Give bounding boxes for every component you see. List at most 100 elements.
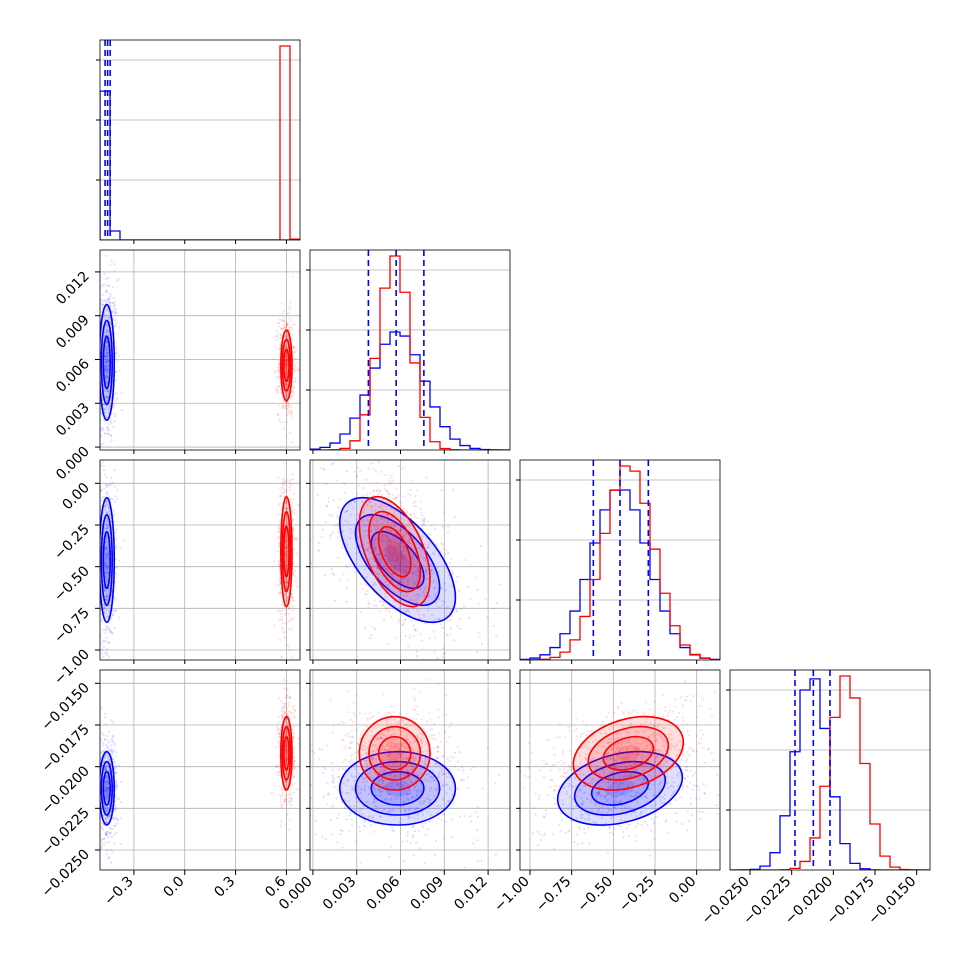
y-tick-label: −0.50 [51,563,93,605]
density-fill [371,771,424,805]
histogram-p0 [96,40,300,240]
gridlines [310,460,510,660]
x-tick-label: 0.012 [451,874,491,914]
density-fill [105,545,109,575]
density-contour [556,750,684,826]
density-contour [100,303,116,422]
scatter-p0-p1 [100,254,300,450]
x-tick-label: 0.00 [666,874,699,907]
panel-frame [519,459,721,661]
x-tick-label: −0.75 [533,874,575,916]
density-fill [605,779,635,797]
density-contour [100,496,116,624]
histogram-step-0 [100,90,300,240]
panel-frame [309,669,511,871]
y-tick-label: −0.25 [51,522,93,564]
density-contour [377,735,412,771]
density-contour [358,715,431,791]
panel-frame [309,249,511,451]
density-fill [103,531,111,589]
density-fill [103,771,111,805]
density-contour [281,510,292,593]
histogram-p2 [516,460,720,660]
density-fill [283,526,289,577]
panel-frame [519,669,721,871]
density-fill [105,349,109,376]
density-contour [100,760,114,816]
histogram-step-1 [520,465,720,660]
gridlines [520,670,720,870]
density-contour [100,750,116,826]
density-contour [338,750,457,826]
y-tick-label: 0.012 [53,268,93,308]
density-contour [280,329,293,402]
y-tick-label: 0.00 [59,480,92,513]
y-tick-label: −1.00 [51,647,93,689]
density-fill [573,716,684,790]
gridlines [310,670,510,870]
scatter-p1-p2 [310,460,502,660]
density-contour [102,770,111,806]
density-fill [615,744,641,762]
histogram-step-1 [100,45,300,240]
density-contour [283,348,290,383]
density-fill [386,744,403,762]
y-tick-label: −0.75 [51,605,93,647]
density-contour [587,725,670,781]
density-contour [338,496,457,624]
histogram-step-1 [310,255,510,450]
density-fill [285,744,288,762]
histogram-p3 [726,670,930,870]
y-tick-label: 0.003 [53,400,93,440]
x-tick-label: −0.25 [616,874,658,916]
x-tick-label: 0.3 [211,874,238,901]
y-tick-label: 0.006 [53,356,93,396]
histogram-p1 [306,250,510,450]
density-fill [603,736,654,770]
density-contour [358,495,431,608]
density-fill [103,336,111,389]
scatter-points-1 [322,461,459,654]
scatter-p0-p3 [100,678,300,864]
gridlines [100,460,300,660]
density-contour [368,510,422,593]
density-fill [384,545,411,575]
density-contour [100,513,114,607]
density-contour [377,525,412,578]
density-contour [102,335,111,390]
density-fill [371,531,424,589]
x-tick-label: 0.003 [320,874,360,914]
density-contour [370,770,425,806]
scatter-p1-p3 [310,678,501,869]
x-tick-label: −0.3 [101,874,136,909]
density-fill [591,771,649,805]
density-contour [281,725,292,781]
density-contour [368,725,422,781]
density-fill [285,357,288,374]
panel-frame [99,459,301,661]
panel-frame [99,669,301,871]
panel-frame [729,669,931,871]
density-fill [355,761,440,815]
density-fill [368,726,421,780]
density-contour [283,735,290,771]
density-contour [370,530,425,590]
density-contour [102,530,111,590]
density-fill [384,779,411,797]
gridlines [100,250,300,450]
density-fill [105,779,109,797]
scatter-p0-p2 [100,460,300,660]
density-contour [100,319,114,406]
density-contour [602,735,655,771]
x-tick-label: 0.006 [364,873,404,913]
panel-frame [99,39,301,241]
x-tick-label: 0.0 [161,874,188,901]
density-contour [573,760,667,816]
panel-frame [99,249,301,451]
density-fill [378,736,411,770]
density-fill [285,539,288,565]
density-contour [280,715,293,791]
density-contour [280,495,293,608]
scatter-p2-p3 [520,680,720,857]
y-tick-label: 0.009 [53,312,93,352]
